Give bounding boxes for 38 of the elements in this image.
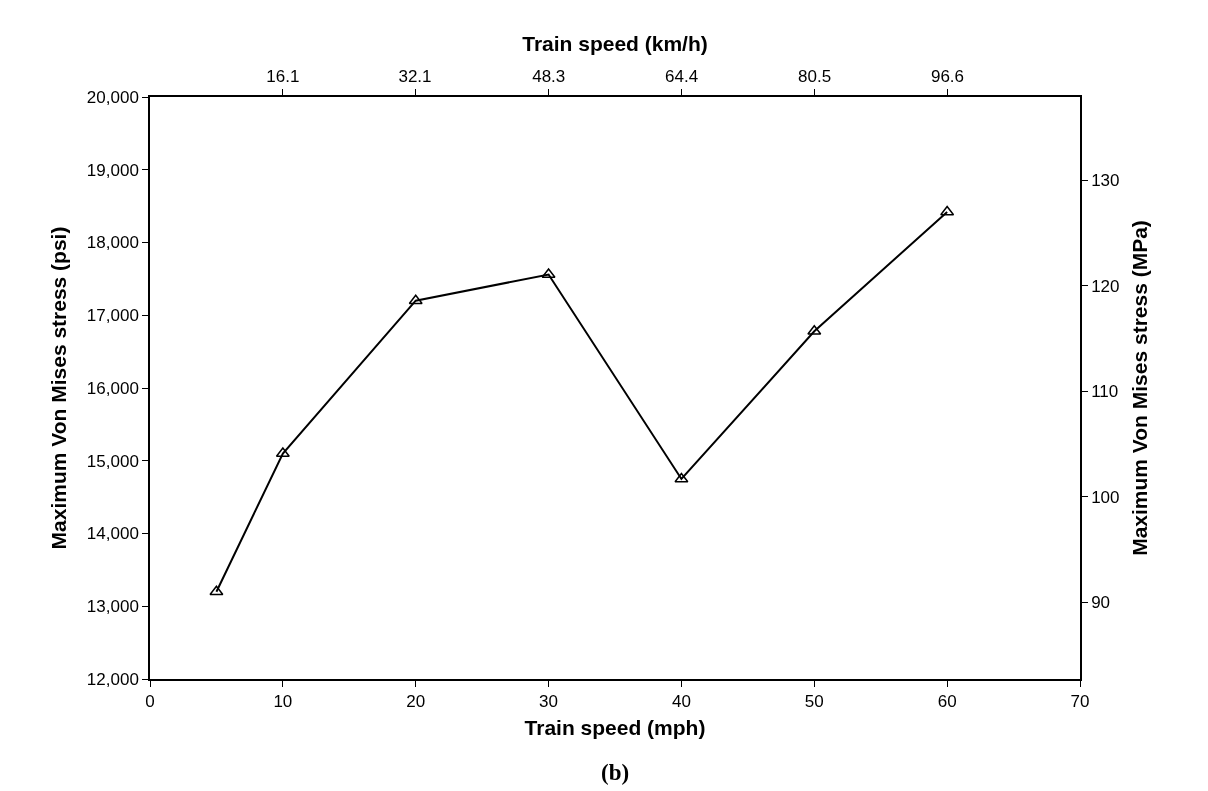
x2-tick-label: 32.1 [398,67,432,87]
x-tick-label: 10 [273,692,293,712]
x-tick-label: 60 [937,692,957,712]
x2-tick-label: 64.4 [665,67,699,87]
x-tick-label: 70 [1070,692,1090,712]
y2-tick-label: 110 [1091,382,1119,402]
y-axis-title: Maximum Von Mises stress (psi) [47,226,71,550]
y-tick-label: 17,000 [86,306,139,326]
y2-tick-label: 130 [1091,171,1120,191]
x2-axis-title: Train speed (km/h) [522,32,708,56]
x2-tick-label: 16.1 [266,67,300,87]
x2-tick-label: 48.3 [532,67,566,87]
x-tick-label: 30 [539,692,559,712]
x-tick-label: 20 [406,692,426,712]
x-tick-label: 0 [145,692,155,712]
y-tick-label: 13,000 [86,597,139,617]
y-tick-label: 12,000 [86,669,139,689]
point [408,294,423,305]
y-tick-label: 18,000 [86,233,139,253]
y-tick-label: 15,000 [86,451,139,471]
y-tick-label: 16,000 [86,378,139,398]
point [541,268,556,279]
x-tick-label: 50 [804,692,824,712]
y2-tick-label: 100 [1091,487,1120,507]
y2-tick-label: 90 [1091,593,1111,613]
x-tick-label: 40 [671,692,691,712]
y-tick-label: 19,000 [86,160,139,180]
x2-tick-label: 80.5 [798,67,832,87]
text: (b) [601,760,630,785]
y2-axis-title: Maximum Von Mises stress (MPa) [1128,220,1152,556]
y-tick-label: 20,000 [86,87,139,107]
x-axis-title: Train speed (mph) [524,715,706,739]
x2-tick-label: 96.6 [930,67,965,87]
point [940,205,955,216]
point [209,585,224,596]
y2-tick-label: 120 [1091,276,1120,296]
point [674,472,689,483]
y-tick-label: 14,000 [86,524,139,544]
